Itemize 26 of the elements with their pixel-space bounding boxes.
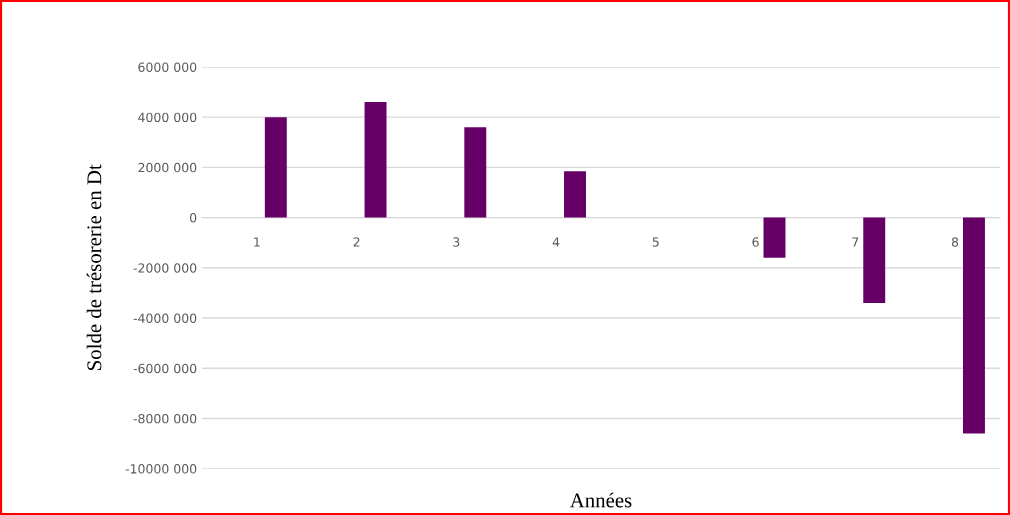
x-tick-label: 7 <box>852 237 859 247</box>
y-tick-label: -4000 000 <box>133 313 197 323</box>
y-tick-label: 6000 000 <box>138 62 197 72</box>
y-axis-title: Solde de trésorerie en Dt <box>86 164 102 370</box>
bar <box>863 217 886 303</box>
bar <box>264 117 287 218</box>
bar <box>564 171 586 218</box>
x-axis-title: Années <box>569 492 632 508</box>
x-tick-label: 1 <box>254 237 260 247</box>
y-tick-label: 2000 000 <box>138 162 197 173</box>
x-tick-label: 8 <box>951 237 959 247</box>
x-tick-label: 2 <box>353 237 360 247</box>
x-tick-label: 6 <box>752 237 759 247</box>
y-tick-label: -6000 000 <box>133 363 197 374</box>
x-tick-label: 4 <box>552 237 560 247</box>
x-tick-label: 3 <box>453 237 460 247</box>
y-tick-label: 4000 000 <box>138 112 197 123</box>
y-tick-label: -2000 000 <box>133 263 197 273</box>
bar <box>963 217 985 434</box>
bar <box>364 102 387 218</box>
x-tick-label: 5 <box>652 237 659 247</box>
y-tick-label: -8000 000 <box>133 413 197 424</box>
bar <box>464 127 487 218</box>
y-tick-label: 0 <box>190 213 197 223</box>
y-tick-label: -10000 000 <box>125 464 197 474</box>
bar <box>763 217 786 258</box>
